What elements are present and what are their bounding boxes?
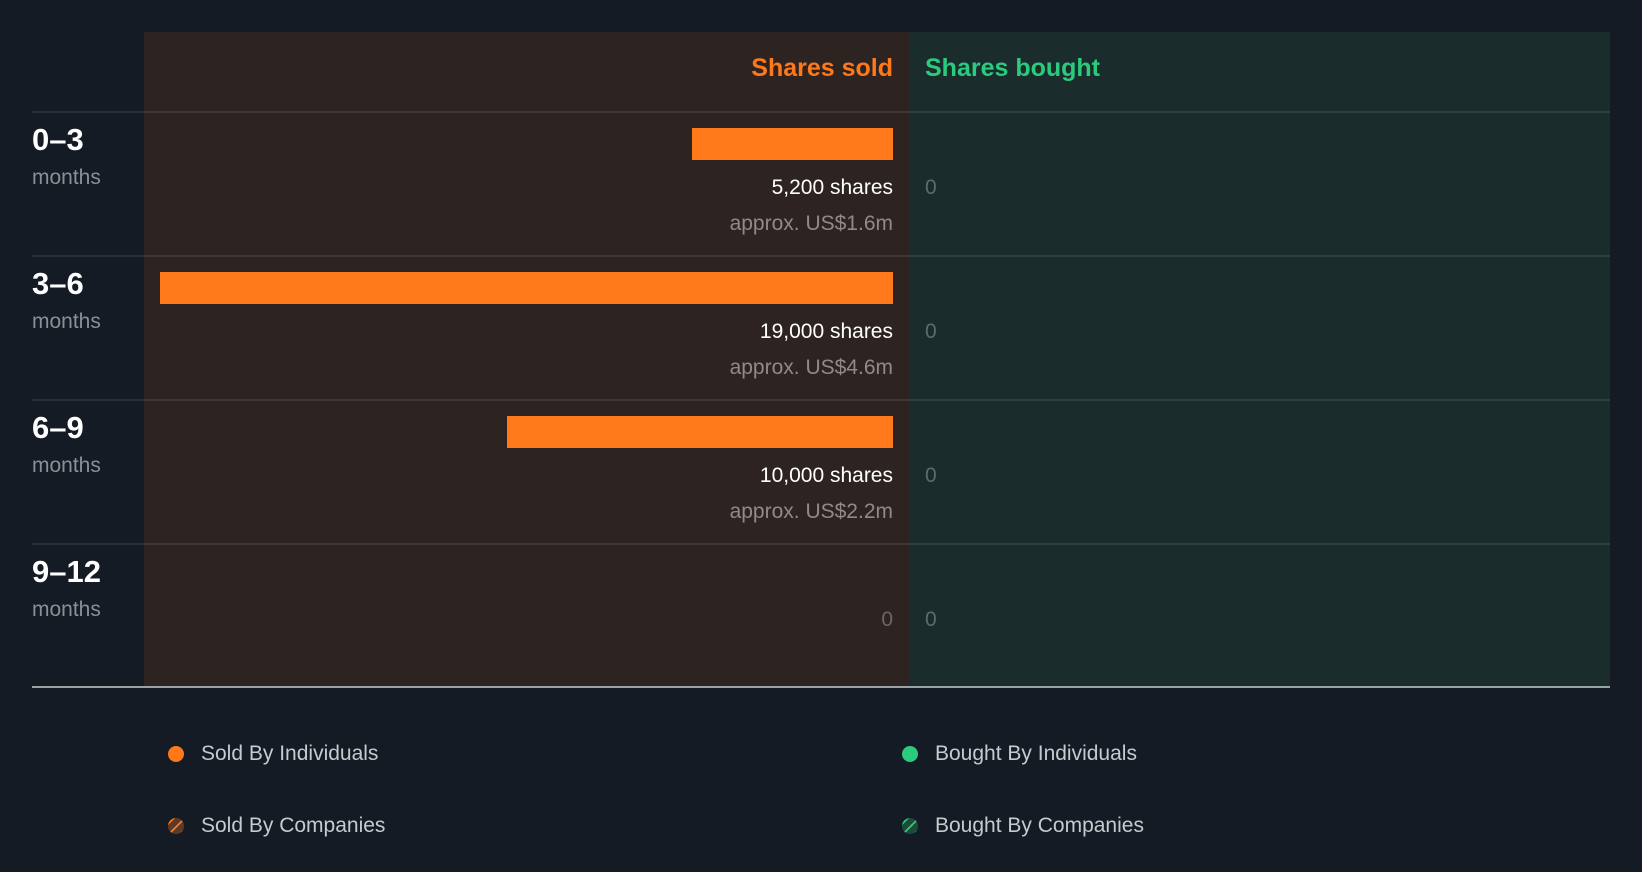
sold-approx-value: approx. US$4.6m (729, 356, 893, 379)
row-unit: months (32, 598, 101, 621)
orange-dot-icon (168, 746, 184, 762)
x-axis-line (32, 686, 1610, 688)
row-label-9-12: 9–12 months (32, 554, 101, 622)
row-divider (32, 399, 1610, 401)
legend-label: Bought By Companies (935, 814, 1144, 837)
legend-sold-companies[interactable]: Sold By Companies (168, 814, 385, 838)
shares-bought-header: Shares bought (925, 54, 1101, 82)
bought-value: 0 (925, 320, 937, 343)
shares-bought-panel (909, 32, 1610, 687)
legend-label: Sold By Individuals (201, 742, 379, 765)
row-label-6-9: 6–9 months (32, 410, 101, 478)
sold-shares-value: 5,200 shares (771, 176, 893, 199)
row-range: 0–3 (32, 122, 84, 157)
bought-value: 0 (925, 608, 937, 631)
row-unit: months (32, 454, 101, 477)
sold-value: 0 (881, 608, 893, 631)
legend-sold-individuals[interactable]: Sold By Individuals (168, 742, 378, 766)
row-divider (32, 111, 1610, 113)
sold-approx-value: approx. US$2.2m (729, 500, 893, 523)
bought-value: 0 (925, 176, 937, 199)
row-unit: months (32, 310, 101, 333)
green-dot-icon (902, 746, 918, 762)
sold-shares-value: 10,000 shares (759, 464, 893, 487)
orange-hatched-dot-icon (168, 818, 184, 834)
green-hatched-dot-icon (902, 818, 918, 834)
sold-bar-0-3[interactable] (692, 128, 893, 160)
sold-bar-6-9[interactable] (507, 416, 893, 448)
row-range: 6–9 (32, 410, 84, 445)
row-unit: months (32, 166, 101, 189)
row-label-3-6: 3–6 months (32, 266, 101, 334)
row-label-0-3: 0–3 months (32, 122, 101, 190)
sold-bar-3-6[interactable] (160, 272, 893, 304)
row-range: 3–6 (32, 266, 84, 301)
row-range: 9–12 (32, 554, 101, 589)
legend-bought-individuals[interactable]: Bought By Individuals (902, 742, 1137, 766)
shares-sold-header: Shares sold (751, 54, 893, 82)
row-divider (32, 543, 1610, 545)
row-divider (32, 255, 1610, 257)
sold-shares-value: 19,000 shares (759, 320, 893, 343)
bought-value: 0 (925, 464, 937, 487)
legend-label: Bought By Individuals (935, 742, 1137, 765)
legend-bought-companies[interactable]: Bought By Companies (902, 814, 1144, 838)
sold-approx-value: approx. US$1.6m (729, 212, 893, 235)
legend-label: Sold By Companies (201, 814, 386, 837)
